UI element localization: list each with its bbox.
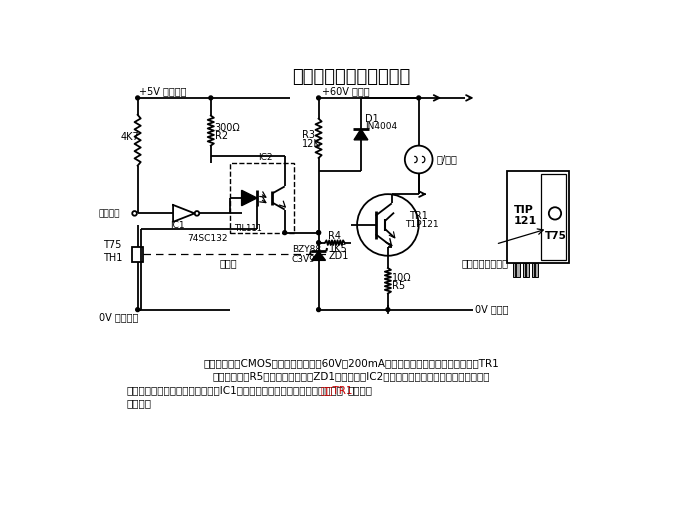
Polygon shape — [242, 190, 257, 206]
Text: 热耦合: 热耦合 — [219, 258, 237, 268]
Polygon shape — [354, 129, 368, 140]
Circle shape — [317, 308, 321, 311]
Text: C3V9: C3V9 — [292, 255, 315, 264]
Text: R5: R5 — [392, 281, 405, 291]
Text: 74SC132: 74SC132 — [188, 233, 228, 242]
Text: R3: R3 — [302, 130, 315, 140]
Text: T75: T75 — [545, 231, 567, 241]
Text: 本电路可利用CMOS逻辑信号驱动直流60V、200mA的白热丝灯。灯或者负载与复合管TR1: 本电路可利用CMOS逻辑信号驱动直流60V、200mA的白热丝灯。灯或者负载与复… — [204, 358, 499, 368]
Text: T75: T75 — [103, 240, 122, 250]
Bar — [230, 163, 294, 232]
Text: 灯/负载: 灯/负载 — [436, 154, 458, 164]
Text: IC1: IC1 — [170, 221, 185, 230]
Text: R4: R4 — [328, 231, 341, 241]
Text: TR1: TR1 — [409, 211, 428, 221]
Text: IC2: IC2 — [258, 153, 273, 162]
Bar — [513, 264, 519, 277]
Bar — [507, 171, 569, 264]
Text: 带短路保护的电灯驱动器: 带短路保护的电灯驱动器 — [293, 68, 411, 86]
Circle shape — [317, 96, 321, 100]
Text: BZY88: BZY88 — [292, 245, 321, 254]
Text: 通电源。: 通电源。 — [126, 398, 151, 408]
Text: TIP: TIP — [513, 204, 533, 214]
Circle shape — [136, 96, 139, 100]
Text: ，给灯接: ，给灯接 — [348, 385, 373, 395]
Text: 300Ω: 300Ω — [214, 123, 240, 132]
Text: TH1: TH1 — [103, 253, 122, 263]
Text: 4K7: 4K7 — [121, 132, 139, 142]
Text: 和发射极电阻R5串联，稳压二极管ZD1在光耦合器IC2的集电极上建立一个适度的参考电压。: 和发射极电阻R5串联，稳压二极管ZD1在光耦合器IC2的集电极上建立一个适度的参… — [213, 372, 491, 382]
Text: D1: D1 — [365, 114, 379, 124]
Text: 1K5: 1K5 — [329, 244, 348, 254]
Text: 提供热耦合的薄片: 提供热耦合的薄片 — [461, 258, 508, 268]
Circle shape — [386, 308, 390, 311]
Circle shape — [136, 308, 139, 311]
Text: 控制信号: 控制信号 — [98, 209, 120, 218]
Text: 0V 逻辑电源: 0V 逻辑电源 — [99, 313, 139, 323]
Bar — [523, 264, 529, 277]
Bar — [541, 174, 566, 260]
Text: TIL111: TIL111 — [234, 225, 262, 233]
Text: 12K: 12K — [302, 139, 320, 149]
Circle shape — [209, 96, 213, 100]
Polygon shape — [312, 251, 326, 260]
Text: R2: R2 — [214, 131, 228, 141]
Bar — [532, 264, 538, 277]
Text: 10Ω: 10Ω — [392, 272, 412, 282]
Bar — [133, 247, 143, 262]
Circle shape — [317, 241, 321, 245]
Text: +60V 灯电源: +60V 灯电源 — [322, 86, 370, 96]
Text: 0V 灯电源: 0V 灯电源 — [475, 305, 508, 315]
Circle shape — [317, 231, 321, 235]
Text: +5V 逻辑电源: +5V 逻辑电源 — [139, 86, 187, 96]
Circle shape — [283, 231, 286, 235]
Text: ZD1: ZD1 — [328, 251, 349, 261]
Text: IN4004: IN4004 — [365, 122, 397, 131]
Circle shape — [317, 231, 321, 235]
Text: 供给TR1: 供给TR1 — [320, 385, 352, 395]
Text: 121: 121 — [513, 216, 537, 226]
Text: T1P121: T1P121 — [405, 220, 438, 229]
Text: 当来自处理器的逻辑控制信号通过IC1将光耦合器接通时，便有基极驱动电流: 当来自处理器的逻辑控制信号通过IC1将光耦合器接通时，便有基极驱动电流 — [126, 385, 343, 395]
Circle shape — [417, 96, 420, 100]
